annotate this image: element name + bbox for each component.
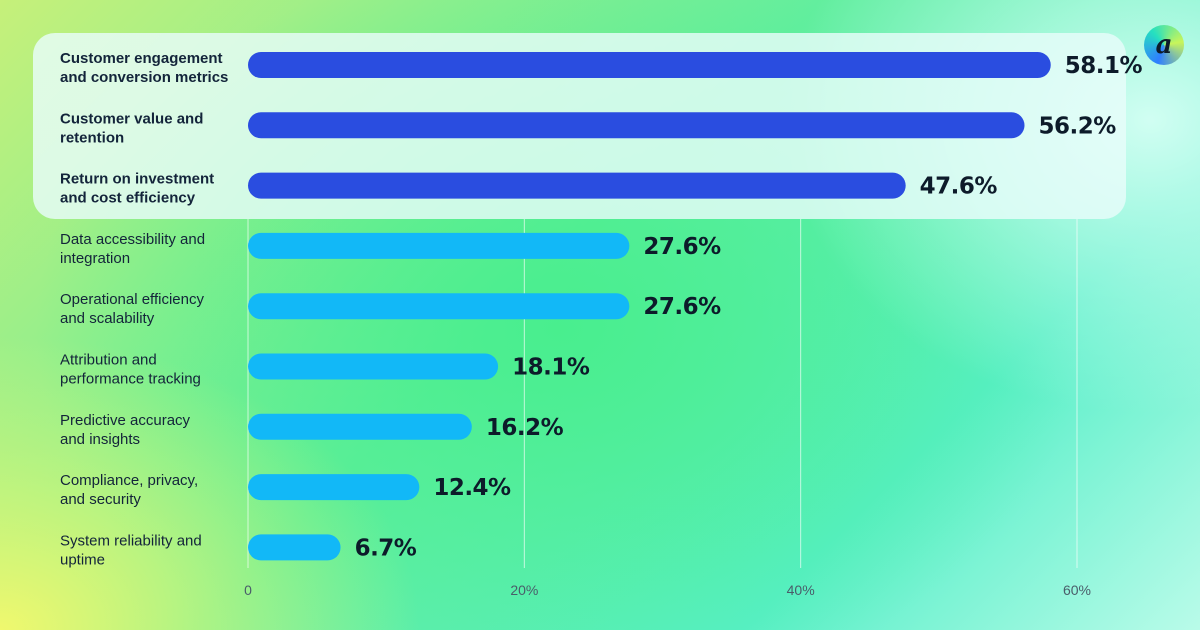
category-label-line: and cost efficiency [60,190,196,207]
brand-logo-letter: a [1155,30,1173,60]
bar [248,232,630,259]
category-label-line: System reliability and [60,532,202,549]
bar-value-label: 12.4% [433,475,511,501]
bar [248,534,341,561]
x-tick-label: 0 [244,582,252,598]
category-label-line: performance tracking [60,371,201,388]
x-tick-label: 40% [787,582,815,598]
category-label: Data accessibility and integration [60,231,205,267]
category-label-line: Data accessibility and [60,231,205,248]
category-label-line: Operational efficiency [60,291,204,308]
x-tick-label: 20% [510,582,538,598]
bar [248,474,420,501]
category-label-line: Attribution and [60,352,157,369]
category-label-line: and security [60,491,141,508]
bar-value-label: 27.6% [643,234,721,260]
bar-value-label: 6.7% [355,535,417,561]
category-label: Attribution and performance tracking [60,352,201,388]
category-label: Customer value and retention [60,110,203,146]
category-label: Return on investment and cost efficiency [60,171,214,207]
category-label: System reliability and uptime [60,532,202,568]
category-label: Customer engagement and conversion metric… [60,50,228,86]
x-tick-label: 60% [1063,582,1091,598]
category-label: Operational efficiency and scalability [60,291,204,327]
bar [248,293,630,320]
category-label: Predictive accuracy and insights [60,412,191,448]
category-label-line: Customer value and [60,110,203,127]
bar [248,172,906,199]
bar [248,112,1025,139]
bar-value-label: 56.2% [1038,113,1116,139]
category-label-line: Customer engagement [60,50,223,67]
category-label-line: Predictive accuracy [60,412,191,429]
category-label-line: and scalability [60,310,155,327]
bar-value-label: 27.6% [643,294,721,320]
category-label-line: integration [60,250,130,267]
category-label-line: retention [60,129,124,146]
bar-value-label: 16.2% [486,415,564,441]
category-label-line: Return on investment [60,171,214,188]
category-label-line: and conversion metrics [60,69,228,86]
bar-value-label: 18.1% [512,355,590,381]
bar-value-label: 58.1% [1065,53,1143,79]
brand-logo: a [1144,25,1184,65]
bar-value-label: 47.6% [920,174,998,200]
bar [248,52,1051,78]
category-label-line: uptime [60,551,105,568]
bar [248,413,472,440]
bar [248,353,499,380]
category-label: Compliance, privacy, and security [60,472,198,508]
category-label-line: and insights [60,431,140,448]
category-label-line: Compliance, privacy, [60,472,198,489]
